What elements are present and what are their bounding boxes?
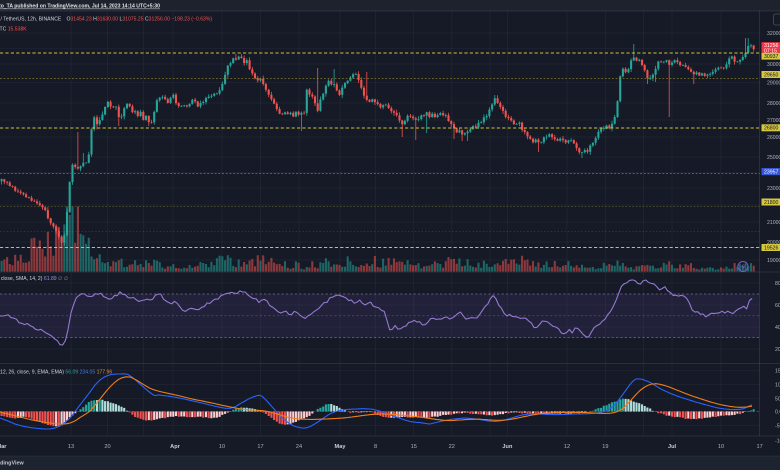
svg-text:-500.00: -500.00: [775, 424, 780, 430]
svg-text:, close, SMA, 14, 2) 61.89 ∅ ∅: , close, SMA, 14, 2) 61.89 ∅ ∅: [0, 276, 68, 282]
svg-text:21000: 21000: [767, 220, 780, 226]
svg-text:40.00: 40.00: [775, 325, 780, 331]
svg-text:1000.00: 1000.00: [775, 383, 780, 389]
svg-text:20.00: 20.00: [775, 347, 780, 353]
svg-text:TC 15.538K: TC 15.538K: [0, 27, 27, 33]
svg-text:29650: 29650: [764, 72, 779, 78]
svg-text:20: 20: [104, 444, 110, 450]
svg-text:30937: 30937: [764, 54, 779, 60]
svg-text:Jul: Jul: [668, 444, 677, 450]
svg-text:32000: 32000: [767, 31, 780, 37]
svg-text:12: 12: [564, 444, 570, 450]
svg-text:to_TA published on TradingView: to_TA published on TradingView.com, Jul …: [0, 4, 160, 10]
svg-text:29000: 29000: [767, 81, 780, 87]
svg-text:80.00: 80.00: [775, 281, 780, 287]
svg-text:19: 19: [602, 444, 608, 450]
svg-text:30000: 30000: [767, 62, 780, 68]
svg-text:Jun: Jun: [502, 444, 513, 450]
svg-text:27000: 27000: [767, 118, 780, 124]
svg-text:60.00: 60.00: [775, 303, 780, 309]
svg-text:Apr: Apr: [170, 444, 180, 450]
svg-text:13: 13: [68, 444, 74, 450]
svg-text:23957: 23957: [764, 170, 779, 176]
svg-text:26800: 26800: [764, 126, 779, 132]
svg-text:12, 26, close, 9, EMA, EMA) 56: 12, 26, close, 9, EMA, EMA) 56.09 234.05…: [0, 370, 112, 376]
svg-text:28000: 28000: [767, 101, 780, 107]
svg-text:10: 10: [219, 444, 225, 450]
svg-text:23000: 23000: [767, 186, 780, 192]
svg-text:31256: 31256: [764, 43, 779, 49]
svg-text:25000: 25000: [767, 155, 780, 161]
svg-text:26000: 26000: [767, 135, 780, 141]
svg-text:-1000.0: -1000.0: [775, 439, 780, 445]
svg-text:21800: 21800: [764, 200, 779, 206]
svg-text:TradingView: TradingView: [0, 460, 24, 466]
svg-text:10: 10: [718, 444, 724, 450]
svg-text:500.00: 500.00: [775, 397, 780, 403]
svg-text:0.00: 0.00: [775, 410, 780, 416]
svg-text:07:15: 07:15: [764, 49, 777, 55]
svg-text:Mar: Mar: [0, 444, 7, 450]
svg-text:19000: 19000: [767, 258, 780, 264]
svg-text:May: May: [335, 444, 347, 450]
svg-text:8: 8: [374, 444, 377, 450]
svg-text:19526: 19526: [764, 245, 779, 251]
svg-text:24: 24: [296, 444, 302, 450]
svg-text:17: 17: [756, 444, 762, 450]
svg-text:17: 17: [257, 444, 263, 450]
svg-text:1500.00: 1500.00: [775, 369, 780, 375]
svg-text:22: 22: [449, 444, 455, 450]
svg-text:20000: 20000: [767, 240, 780, 246]
svg-text:15: 15: [411, 444, 417, 450]
